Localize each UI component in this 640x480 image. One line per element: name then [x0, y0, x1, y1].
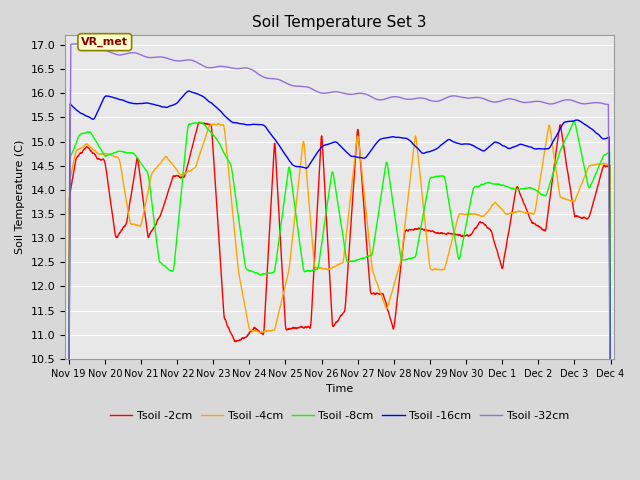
Tsoil -4cm: [607, 444, 614, 449]
Tsoil -32cm: [159, 54, 166, 60]
Line: Tsoil -2cm: Tsoil -2cm: [68, 122, 611, 480]
Tsoil -2cm: [159, 206, 166, 212]
Tsoil -8cm: [159, 262, 166, 267]
Tsoil -16cm: [296, 164, 304, 169]
Tsoil -4cm: [273, 318, 280, 324]
Tsoil -16cm: [159, 104, 166, 110]
Tsoil -2cm: [538, 226, 545, 232]
Tsoil -8cm: [607, 446, 614, 452]
Tsoil -32cm: [596, 100, 604, 106]
Line: Tsoil -4cm: Tsoil -4cm: [68, 123, 611, 480]
Tsoil -32cm: [273, 76, 280, 82]
Line: Tsoil -16cm: Tsoil -16cm: [68, 91, 611, 480]
Tsoil -4cm: [596, 161, 604, 167]
Tsoil -8cm: [596, 160, 604, 166]
Tsoil -32cm: [73, 41, 81, 47]
Tsoil -32cm: [607, 467, 614, 473]
Tsoil -32cm: [538, 99, 545, 105]
Tsoil -8cm: [538, 192, 545, 197]
Tsoil -16cm: [185, 88, 193, 94]
Tsoil -4cm: [538, 168, 545, 173]
Tsoil -2cm: [273, 170, 280, 176]
Tsoil -32cm: [127, 50, 134, 56]
Tsoil -4cm: [296, 166, 304, 171]
Tsoil -16cm: [538, 146, 545, 152]
Text: VR_met: VR_met: [81, 37, 128, 47]
Line: Tsoil -32cm: Tsoil -32cm: [68, 44, 611, 470]
Tsoil -8cm: [273, 256, 280, 262]
Tsoil -2cm: [607, 425, 614, 431]
Tsoil -16cm: [127, 100, 134, 106]
Tsoil -8cm: [570, 118, 578, 124]
Tsoil -4cm: [159, 157, 166, 163]
Tsoil -32cm: [296, 84, 304, 89]
Legend: Tsoil -2cm, Tsoil -4cm, Tsoil -8cm, Tsoil -16cm, Tsoil -32cm: Tsoil -2cm, Tsoil -4cm, Tsoil -8cm, Tsoi…: [106, 407, 573, 425]
Tsoil -16cm: [596, 133, 604, 139]
Tsoil -2cm: [127, 196, 134, 202]
Title: Soil Temperature Set 3: Soil Temperature Set 3: [252, 15, 427, 30]
Tsoil -2cm: [296, 324, 304, 330]
Tsoil -16cm: [273, 139, 280, 144]
Line: Tsoil -8cm: Tsoil -8cm: [68, 121, 611, 480]
Tsoil -4cm: [215, 120, 223, 126]
Tsoil -16cm: [607, 458, 614, 464]
Y-axis label: Soil Temperature (C): Soil Temperature (C): [15, 140, 25, 254]
Tsoil -8cm: [296, 241, 304, 247]
Tsoil -2cm: [596, 175, 604, 180]
X-axis label: Time: Time: [326, 384, 353, 394]
Tsoil -2cm: [196, 120, 204, 125]
Tsoil -32cm: [65, 436, 72, 442]
Tsoil -4cm: [127, 220, 134, 226]
Tsoil -8cm: [127, 150, 134, 156]
